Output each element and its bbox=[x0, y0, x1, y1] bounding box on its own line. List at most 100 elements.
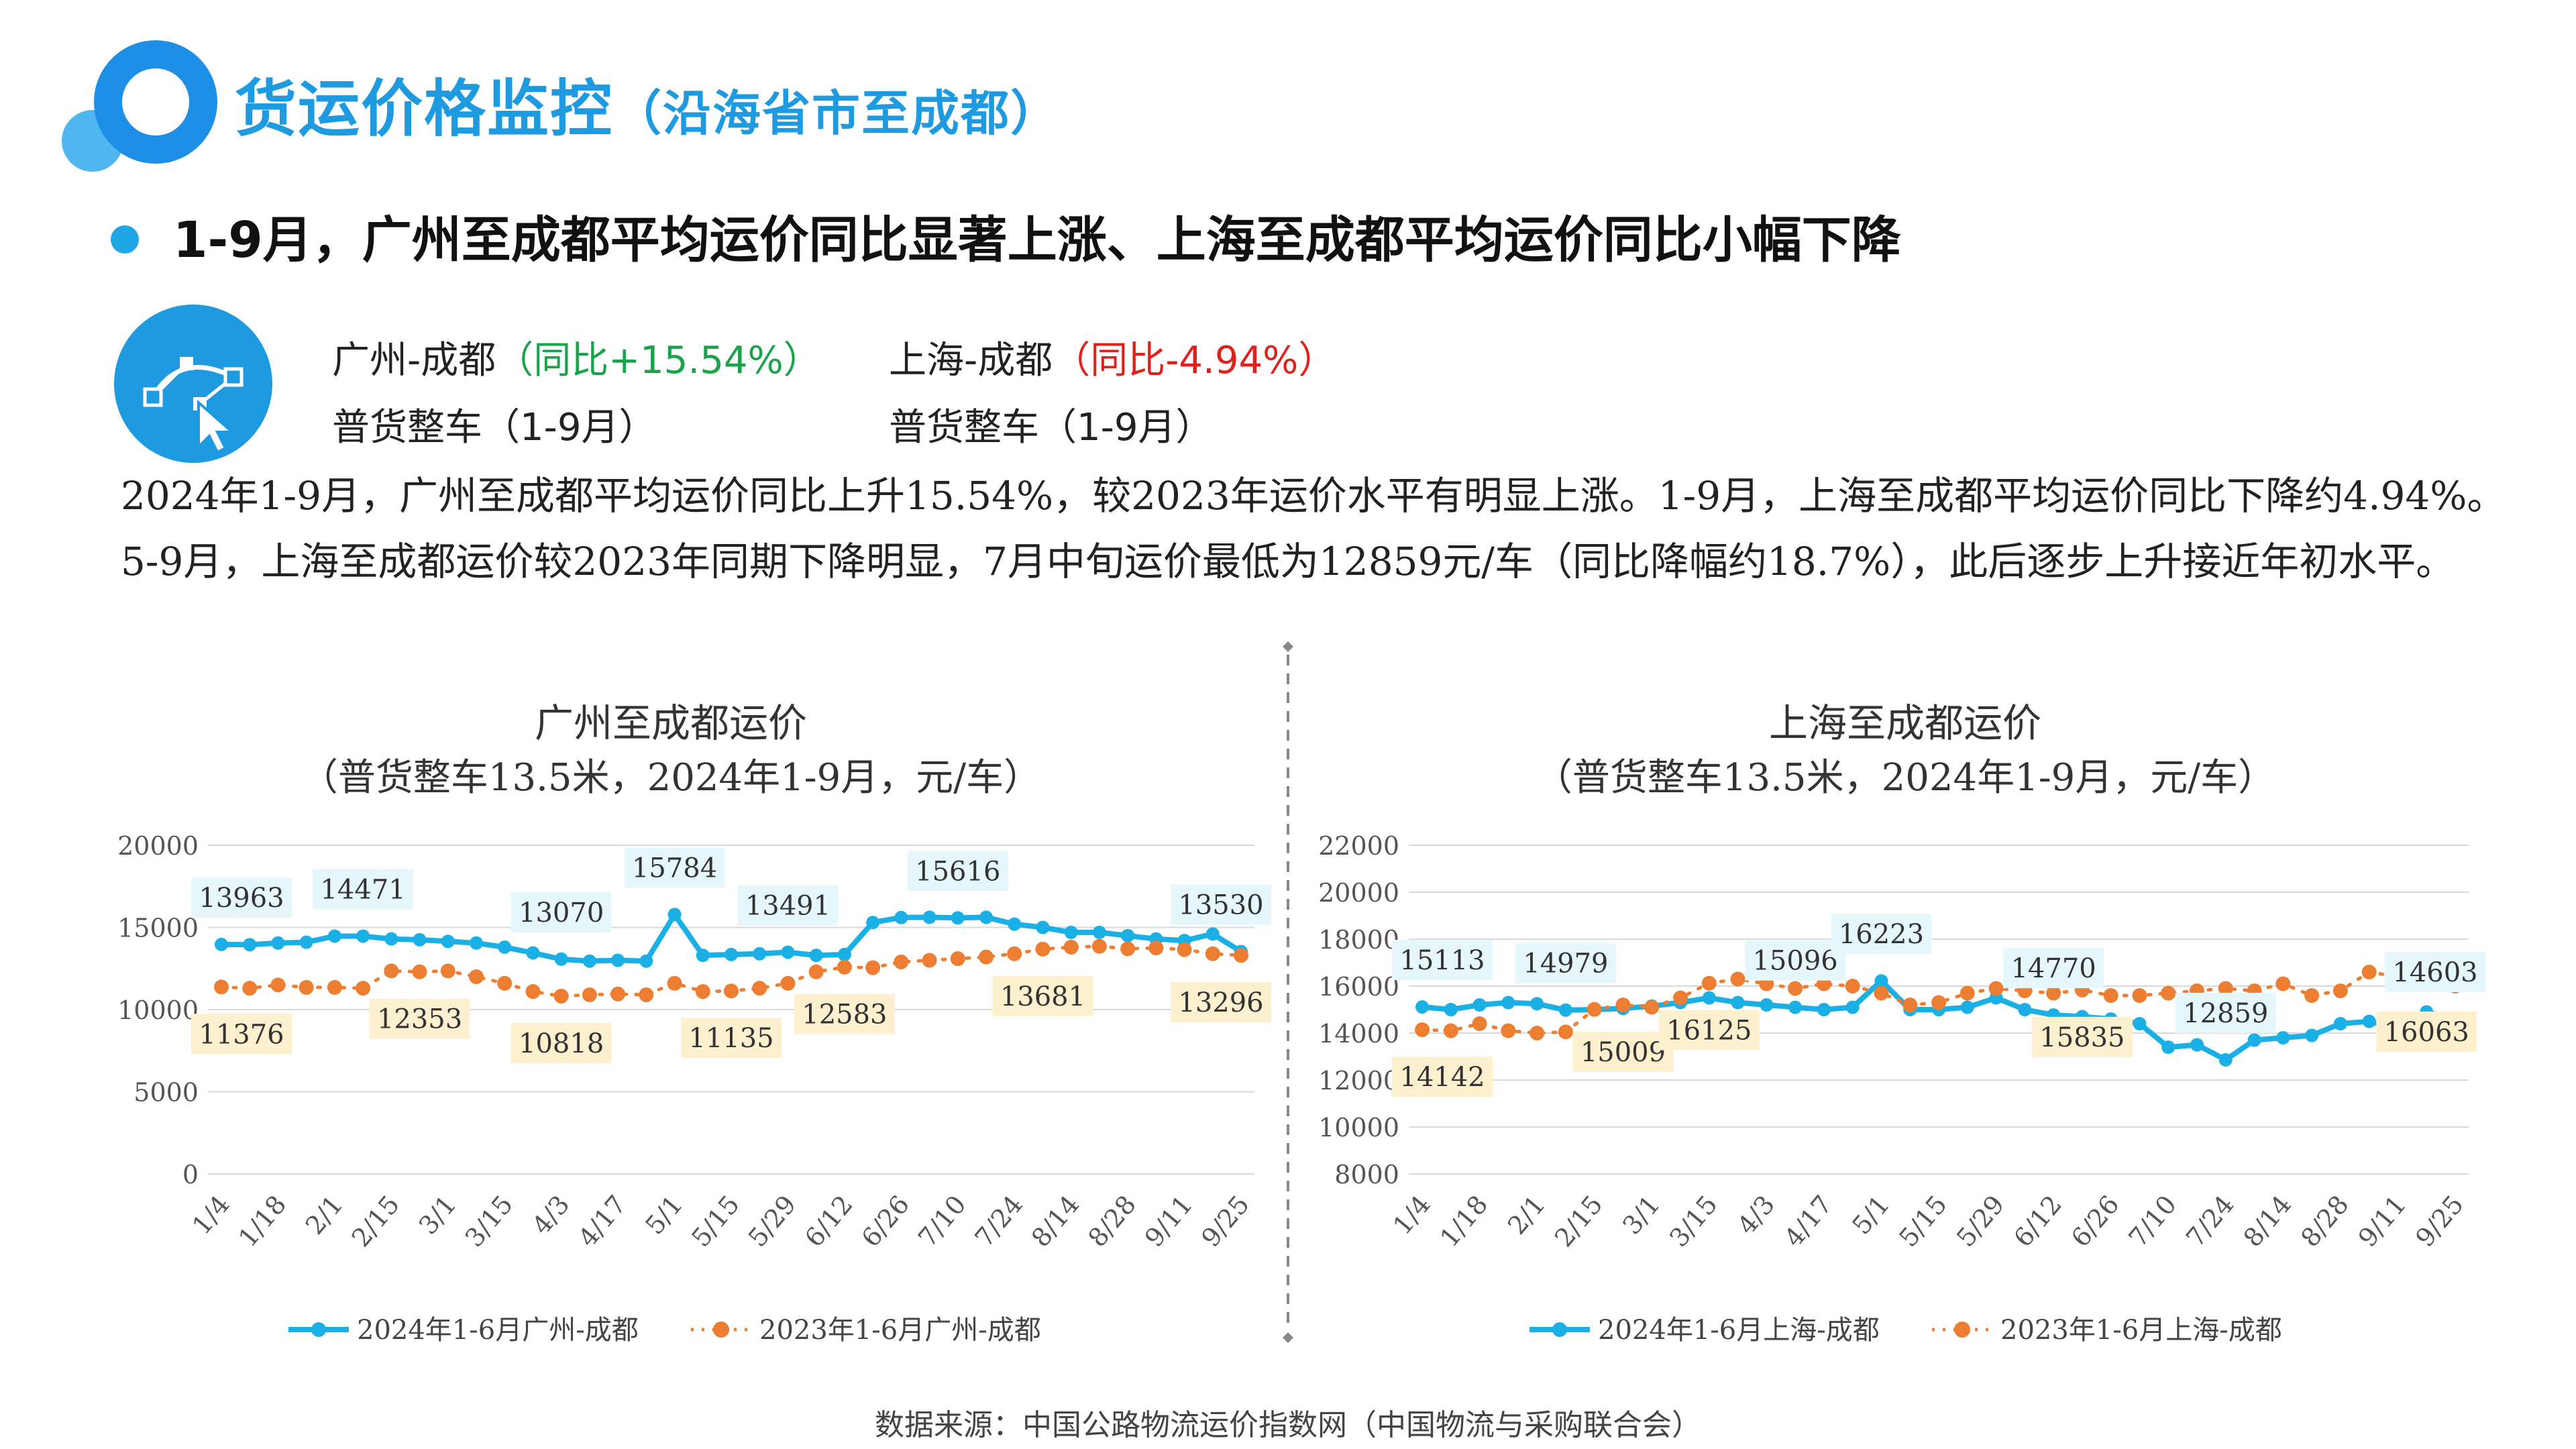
data-label: 15784 bbox=[632, 853, 717, 883]
page-title: 货运价格监控（沿海省市至成都） bbox=[235, 73, 1061, 145]
y-tick-label: 10000 bbox=[1318, 1113, 1399, 1142]
kpi-desc-guangzhou: 普货整车（1-9月） bbox=[332, 406, 657, 449]
x-tick-label: 1/4 bbox=[186, 1190, 235, 1240]
point-2023 bbox=[2304, 988, 2320, 1003]
point-2023 bbox=[1415, 1022, 1430, 1038]
x-tick-label: 7/10 bbox=[2123, 1190, 2183, 1253]
data-label-box bbox=[2003, 948, 2104, 989]
data-label: 13963 bbox=[199, 883, 284, 914]
point-2024 bbox=[1092, 925, 1106, 939]
point-2024 bbox=[441, 934, 455, 949]
point-2023 bbox=[1902, 998, 1918, 1012]
data-label: 11135 bbox=[688, 1023, 773, 1054]
point-2023 bbox=[1120, 941, 1136, 957]
y-tick-label: 20000 bbox=[117, 831, 199, 861]
legend-marker-2024 bbox=[1552, 1322, 1567, 1337]
point-2024 bbox=[611, 953, 625, 967]
data-label: 15616 bbox=[915, 856, 1000, 887]
point-2024 bbox=[384, 932, 398, 946]
data-label-box bbox=[1392, 940, 1493, 981]
point-2023 bbox=[979, 949, 994, 965]
data-label: 14142 bbox=[1399, 1062, 1485, 1093]
x-tick-label: 3/1 bbox=[1617, 1190, 1666, 1240]
point-2023 bbox=[1730, 971, 1746, 987]
data-label: 13296 bbox=[1178, 987, 1263, 1018]
point-2024 bbox=[951, 911, 965, 925]
point-2023 bbox=[1673, 990, 1688, 1006]
x-tick-label: 5/1 bbox=[1846, 1190, 1895, 1240]
data-label-box bbox=[624, 847, 725, 888]
headline: 1-9月，广州至成都平均运价同比显著上涨、上海至成都平均运价同比小幅下降 bbox=[173, 211, 1901, 269]
page-subtitle: （沿海省市至成都） bbox=[613, 85, 1061, 142]
point-2024 bbox=[639, 954, 653, 968]
chart-title: 广州至成都运价 bbox=[535, 700, 807, 746]
y-tick-label: 14000 bbox=[1318, 1019, 1399, 1049]
point-2023 bbox=[1615, 998, 1631, 1012]
point-2024 bbox=[299, 935, 313, 949]
data-label-box bbox=[2175, 992, 2276, 1033]
point-2024 bbox=[554, 952, 568, 966]
point-2023 bbox=[2161, 985, 2176, 1001]
guangzhou-chart: 广州至成都运价 （普货整车13.5米，2024年1-9月，元/车） 0 5000 100… bbox=[117, 700, 1271, 1346]
point-2023 bbox=[950, 951, 965, 967]
point-2024 bbox=[470, 936, 483, 950]
data-label: 13070 bbox=[519, 898, 604, 928]
point-2024 bbox=[1121, 928, 1135, 943]
point-2023 bbox=[1443, 1023, 1458, 1038]
point-2024 bbox=[1788, 1000, 1803, 1014]
point-2023 bbox=[582, 987, 597, 1002]
point-2023 bbox=[1091, 938, 1107, 954]
data-label: 14979 bbox=[1523, 949, 1608, 979]
x-tick-label: 9/25 bbox=[1195, 1190, 1255, 1253]
point-2023 bbox=[2103, 988, 2118, 1003]
data-label-box bbox=[1658, 1010, 1760, 1051]
point-2024 bbox=[526, 946, 540, 960]
data-label: 12859 bbox=[2183, 998, 2268, 1029]
data-label-box bbox=[2031, 1016, 2133, 1057]
brand-logo-icon bbox=[62, 40, 217, 172]
point-2023 bbox=[1472, 1016, 1487, 1031]
data-label-box bbox=[1171, 982, 1271, 1023]
x-tick-label: 3/15 bbox=[460, 1190, 519, 1253]
x-tick-label: 2/1 bbox=[300, 1190, 349, 1240]
x-tick-label: 3/1 bbox=[413, 1190, 462, 1240]
x-tick-label: 8/28 bbox=[2295, 1190, 2355, 1253]
point-2023 bbox=[1007, 946, 1022, 961]
x-tick-label: 8/14 bbox=[1026, 1190, 1085, 1253]
y-tick-label: 8000 bbox=[1334, 1160, 1399, 1189]
point-2023 bbox=[2132, 988, 2147, 1003]
summary-paragraph: 2024年1-9月，广州至成都平均运价同比上升15.54%，较2023年运价水平… bbox=[121, 473, 2506, 584]
data-label: 15009 bbox=[1580, 1037, 1666, 1068]
point-2024 bbox=[1731, 996, 1745, 1010]
point-2024 bbox=[979, 910, 993, 924]
point-2024 bbox=[753, 947, 767, 961]
legend-label-2023: 2023年1-6月上海-成都 bbox=[2000, 1315, 2282, 1346]
y-tick-label: 18000 bbox=[1318, 925, 1399, 955]
point-2023 bbox=[1558, 1024, 1573, 1040]
kpi-guangzhou: 广州-成都（同比+15.54%） bbox=[332, 330, 821, 384]
data-label: 15835 bbox=[2039, 1022, 2125, 1053]
point-2024 bbox=[922, 910, 936, 924]
kpi-shanghai: 上海-成都（同比-4.94%） bbox=[889, 330, 1336, 384]
point-2024 bbox=[413, 932, 427, 947]
point-2024 bbox=[1415, 1000, 1429, 1014]
x-tick-label: 4/17 bbox=[1778, 1190, 1838, 1253]
kpi-change-guangzhou: （同比+15.54%） bbox=[496, 339, 821, 382]
y-tick-label: 16000 bbox=[1318, 972, 1399, 1002]
kpi-route-shanghai: 上海-成都 bbox=[889, 339, 1053, 382]
point-2023 bbox=[610, 986, 626, 1002]
point-2024 bbox=[1817, 1003, 1831, 1016]
x-tick-label: 2/1 bbox=[1502, 1190, 1551, 1240]
x-tick-label: 5/15 bbox=[1893, 1190, 1953, 1253]
x-tick-label: 2/15 bbox=[346, 1190, 406, 1253]
point-2023 bbox=[1788, 981, 1803, 996]
data-label: 14471 bbox=[320, 874, 405, 905]
y-tick-label: 12000 bbox=[1318, 1066, 1399, 1095]
y-tick-label: 0 bbox=[182, 1160, 199, 1189]
x-tick-label: 1/18 bbox=[233, 1190, 292, 1253]
point-2023 bbox=[1644, 1000, 1660, 1015]
bezier-cursor-icon bbox=[114, 305, 272, 463]
data-label-box bbox=[511, 1022, 612, 1063]
point-2023 bbox=[1874, 985, 1889, 1001]
data-label-box bbox=[907, 851, 1008, 892]
